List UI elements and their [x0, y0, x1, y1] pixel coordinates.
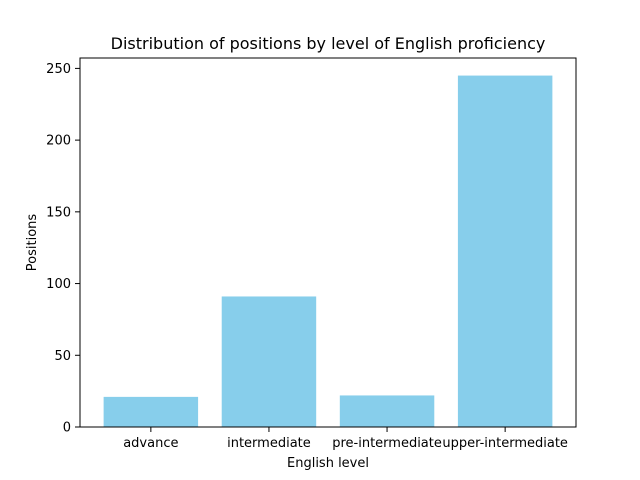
- bar-intermediate: [221, 296, 317, 427]
- x-axis-label: English level: [287, 456, 369, 471]
- x-tick-label-upper-intermediate: upper-intermediate: [442, 436, 568, 451]
- y-tick-label: 100: [46, 277, 71, 292]
- y-tick-label: 250: [46, 62, 71, 77]
- y-tick-label: 200: [46, 134, 71, 149]
- x-tick-label-pre-intermediate: pre-intermediate: [332, 436, 442, 451]
- bar-advance: [103, 396, 199, 427]
- y-tick-label: 0: [63, 421, 71, 436]
- chart-title: Distribution of positions by level of En…: [111, 34, 546, 53]
- bar-upper-intermediate: [457, 75, 553, 428]
- x-axis-ticks: advance intermediate pre-intermediate upper…: [123, 427, 568, 451]
- bars-layer: [103, 75, 553, 428]
- y-tick-label: 50: [54, 349, 71, 364]
- y-axis-label: Positions: [25, 214, 40, 272]
- plot-frame: [79, 57, 577, 428]
- y-tick-label: 150: [46, 205, 71, 220]
- x-tick-label-intermediate: intermediate: [227, 436, 311, 451]
- y-axis-ticks: 0 50 100 150 200 250: [46, 62, 80, 436]
- bar-pre-intermediate: [339, 395, 435, 427]
- x-tick-label-advance: advance: [123, 436, 178, 451]
